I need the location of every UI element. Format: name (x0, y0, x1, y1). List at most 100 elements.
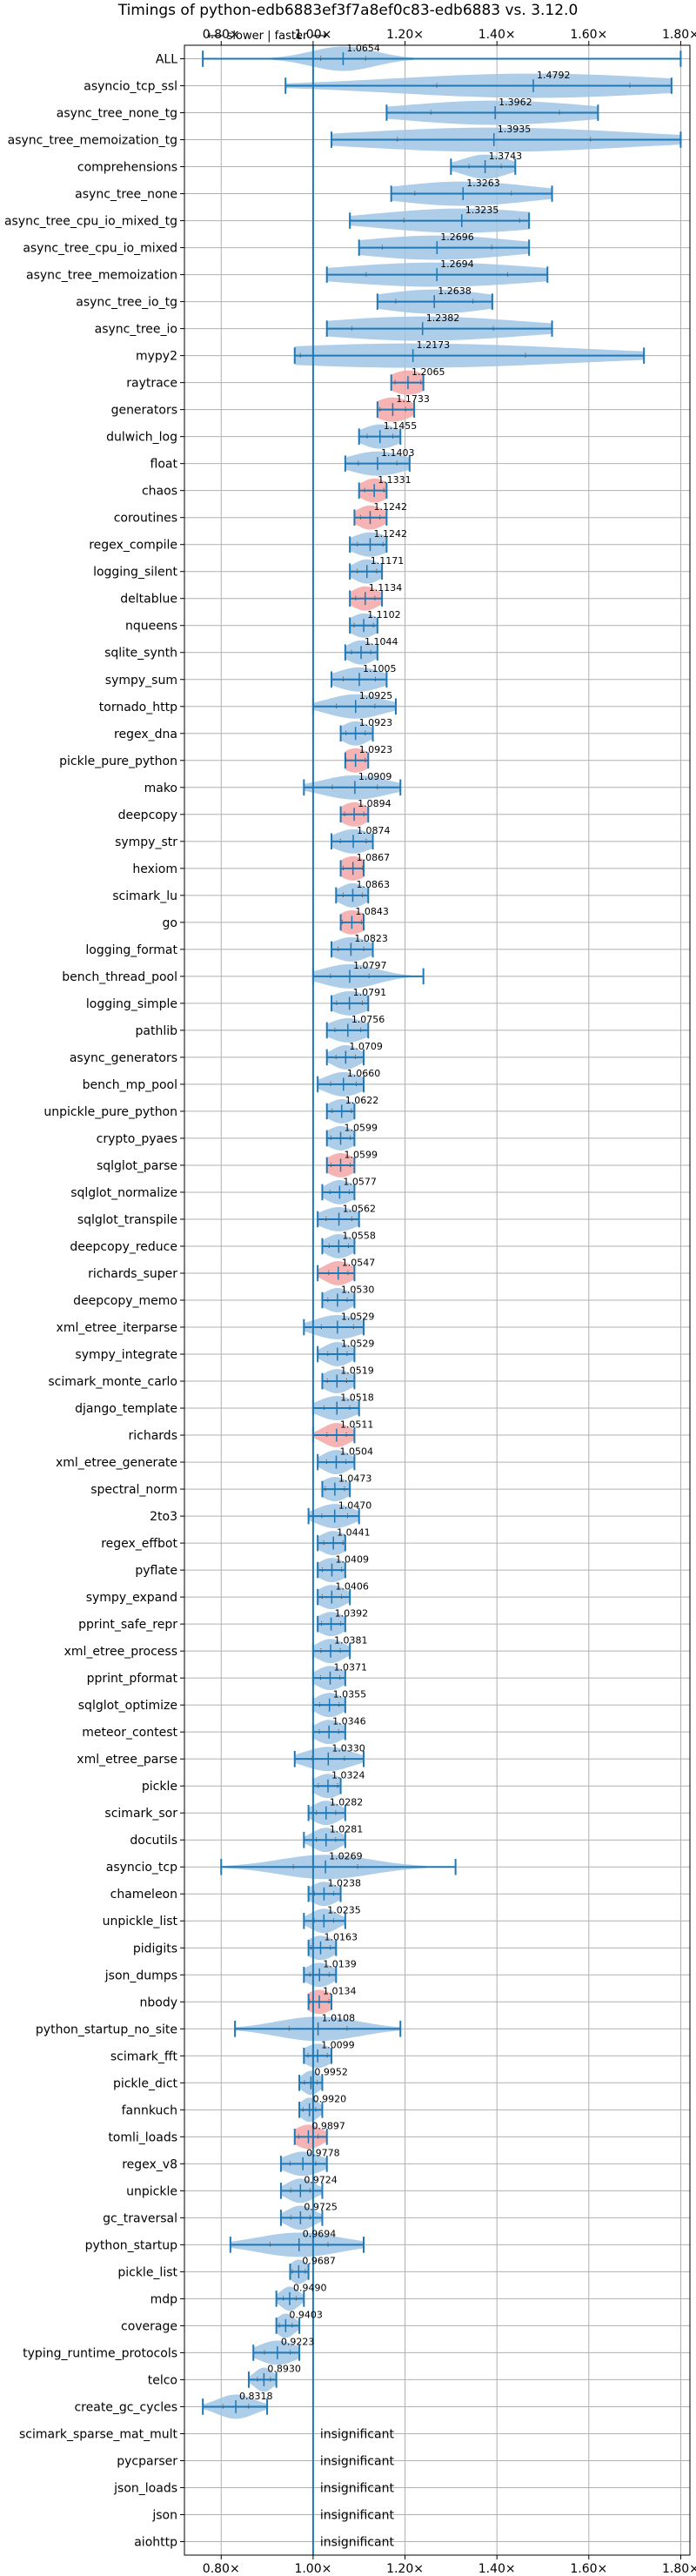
x-tick-label-top: 1.60× (570, 28, 607, 42)
benchmark-label: logging_simple (86, 997, 177, 1011)
benchmark-label: sqlglot_parse (97, 1159, 177, 1173)
value-label: 1.0622 (345, 1095, 379, 1106)
value-label: 1.0134 (323, 1986, 357, 1997)
benchmark-label: scimark_fft (110, 2049, 178, 2063)
benchmark-label: gc_traversal (103, 2211, 177, 2225)
value-label: 1.1005 (363, 663, 397, 674)
benchmark-label: generators (111, 404, 177, 418)
benchmark-label: tornado_http (99, 701, 177, 714)
benchmark-label: asyncio_tcp_ssl (84, 80, 177, 94)
value-label: 1.3235 (465, 205, 499, 216)
benchmark-label: pickle_list (117, 2265, 177, 2279)
value-label: 1.0406 (335, 1580, 369, 1592)
value-label: 1.0511 (340, 1419, 374, 1430)
value-label: 1.2382 (426, 312, 460, 324)
benchmark-label: logging_silent (93, 566, 177, 580)
benchmark-label: chameleon (110, 1888, 177, 1902)
benchmark-label: async_tree_memoization_tg (8, 134, 177, 148)
benchmark-label: pickle_dict (113, 2076, 178, 2090)
benchmark-label: mdp (151, 2292, 178, 2306)
benchmark-label: deepcopy_reduce (70, 1240, 177, 1254)
benchmark-label: bench_mp_pool (83, 1078, 177, 1092)
value-label: 1.4792 (537, 70, 571, 81)
value-label: 1.0791 (353, 987, 387, 998)
benchmark-label: python_startup (85, 2238, 177, 2252)
benchmark-label: meteor_contest (82, 1726, 177, 1740)
value-label: 1.0867 (357, 852, 391, 863)
value-label: 1.0709 (349, 1041, 383, 1052)
value-label: 1.0108 (322, 2013, 356, 2024)
value-label: 0.9687 (302, 2256, 336, 2267)
benchmark-label: create_gc_cycles (74, 2400, 177, 2414)
value-label: 1.0409 (335, 1553, 369, 1565)
benchmark-label: sqlglot_normalize (70, 1186, 177, 1200)
value-label: 1.0529 (341, 1311, 375, 1322)
value-label: 1.0894 (358, 798, 392, 809)
value-label: 1.1455 (384, 420, 418, 432)
benchmark-label: xml_etree_generate (56, 1456, 177, 1470)
value-label: 1.0473 (338, 1472, 372, 1484)
benchmark-label: deepcopy (118, 808, 177, 822)
value-label: 1.0099 (321, 2040, 355, 2051)
benchmark-label: unpickle_list (103, 1915, 178, 1929)
value-label: 1.3743 (489, 151, 523, 162)
value-label: 0.9778 (306, 2148, 340, 2159)
benchmark-label: xml_etree_iterparse (57, 1321, 177, 1335)
benchmark-label: fannkuch (122, 2103, 177, 2117)
benchmark-label: xml_etree_parse (77, 1753, 177, 1767)
value-label: 1.2696 (440, 231, 473, 243)
benchmark-label: richards_super (88, 1267, 177, 1281)
value-label: 1.0562 (343, 1203, 377, 1214)
insignificant-label: insignificant (320, 2508, 395, 2522)
value-label: 1.0355 (333, 1688, 367, 1700)
value-label: 1.0518 (340, 1392, 374, 1403)
benchmark-label: scimark_sparse_mat_mult (19, 2427, 177, 2441)
benchmark-label: async_tree_cpu_io_mixed (23, 242, 177, 256)
x-tick-label-top: 1.80× (662, 28, 696, 42)
value-label: 1.0660 (347, 1068, 381, 1079)
labels-layer: 0.80× 0.80× 1.00× 1.00× 1.20× 1.20× 1.40× 1.40×… (4, 28, 696, 2576)
value-label: 1.1242 (373, 501, 407, 513)
value-label: 1.0238 (327, 1878, 361, 1889)
value-label: 1.0599 (345, 1122, 378, 1133)
benchmark-label: logging_format (85, 943, 177, 957)
value-label: 1.0381 (334, 1634, 368, 1646)
value-label: 0.9694 (303, 2229, 337, 2240)
benchmark-label: regex_effbot (101, 1537, 177, 1551)
benchmark-label: scimark_sor (104, 1807, 177, 1821)
insignificant-label: insignificant (320, 2535, 395, 2549)
value-label: 1.0925 (359, 690, 393, 701)
value-label: 1.0530 (341, 1284, 375, 1295)
benchmark-label: scimark_lu (112, 889, 177, 903)
benchmark-label: chaos (142, 485, 177, 499)
value-label: 1.0558 (342, 1230, 376, 1241)
value-label: 1.1102 (367, 609, 401, 621)
value-label: 1.1403 (381, 447, 415, 459)
benchmark-label: mako (144, 782, 177, 795)
value-label: 1.3935 (498, 124, 532, 135)
benchmark-label: sympy_expand (86, 1591, 177, 1605)
insignificant-label: insignificant (320, 2454, 395, 2468)
benchmark-label: sympy_sum (105, 674, 177, 688)
value-label: 1.0863 (356, 879, 390, 890)
value-label: 0.9897 (311, 2121, 345, 2132)
x-tick-label-bottom: 1.00× (294, 2562, 331, 2576)
benchmark-label: sqlite_synth (104, 647, 177, 661)
value-label: 1.3263 (466, 178, 500, 189)
value-label: 1.0823 (354, 933, 388, 944)
plot-frame (184, 44, 691, 2556)
benchmark-label: mypy2 (136, 350, 177, 364)
benchmark-label: dulwich_log (106, 431, 177, 445)
insignificant-label: insignificant (320, 2481, 395, 2495)
benchmark-label: hexiom (132, 862, 177, 876)
value-label: 1.0923 (359, 717, 393, 728)
benchmark-label: comprehensions (77, 161, 177, 175)
benchmark-label: docutils (130, 1834, 177, 1848)
benchmark-label: sqlglot_transpile (77, 1213, 177, 1227)
grid-layer (180, 41, 690, 2559)
benchmark-label: async_generators (70, 1051, 177, 1065)
value-label: 1.1733 (396, 393, 430, 405)
benchmark-label: raytrace (126, 377, 177, 391)
benchmark-label: telco (148, 2373, 177, 2387)
value-label: 1.0797 (353, 960, 387, 971)
